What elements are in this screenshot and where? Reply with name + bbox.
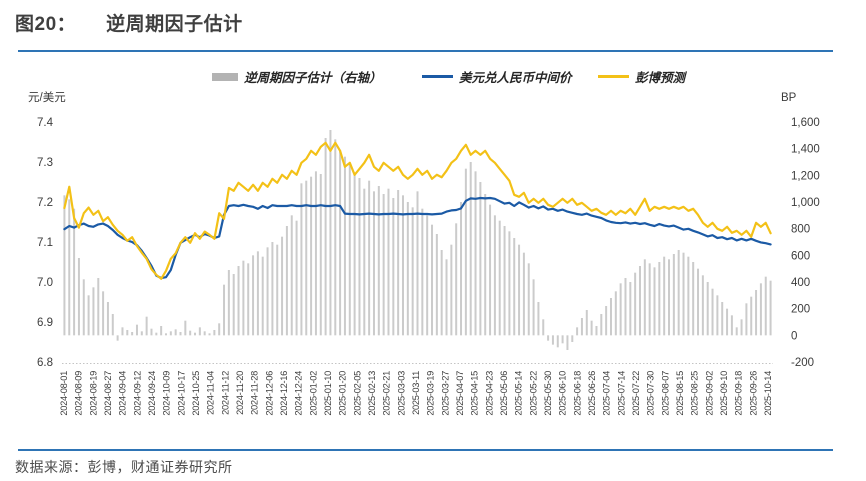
svg-text:2025-04-23: 2025-04-23 bbox=[484, 371, 494, 416]
svg-text:2025-01-20: 2025-01-20 bbox=[338, 371, 348, 416]
svg-text:2025-02-13: 2025-02-13 bbox=[367, 371, 377, 416]
svg-text:2025-06-10: 2025-06-10 bbox=[558, 371, 568, 416]
svg-text:2025-07-30: 2025-07-30 bbox=[646, 371, 656, 416]
svg-text:2025-05-22: 2025-05-22 bbox=[528, 371, 538, 416]
svg-text:2025-01-10: 2025-01-10 bbox=[323, 371, 333, 416]
svg-text:2024-11-12: 2024-11-12 bbox=[220, 371, 230, 415]
legend-label-bars: 逆周期因子估计（右轴） bbox=[244, 71, 382, 85]
figure-title-text: 逆周期因子估计 bbox=[106, 14, 243, 35]
svg-text:2024-10-25: 2024-10-25 bbox=[191, 371, 201, 416]
svg-text:400: 400 bbox=[791, 277, 810, 289]
svg-text:2025-04-07: 2025-04-07 bbox=[455, 371, 465, 416]
svg-text:2024-09-12: 2024-09-12 bbox=[132, 371, 142, 416]
svg-text:2025-03-11: 2025-03-11 bbox=[411, 371, 421, 415]
svg-text:7.4: 7.4 bbox=[37, 117, 54, 129]
svg-text:200: 200 bbox=[791, 304, 810, 316]
svg-text:-200: -200 bbox=[791, 357, 814, 369]
svg-text:2025-03-19: 2025-03-19 bbox=[426, 371, 436, 416]
right-axis-unit-label: BP bbox=[781, 92, 797, 104]
svg-text:7.0: 7.0 bbox=[37, 277, 53, 289]
svg-text:2024-08-09: 2024-08-09 bbox=[74, 371, 84, 416]
svg-text:2025-01-02: 2025-01-02 bbox=[308, 371, 318, 416]
svg-text:1,200: 1,200 bbox=[791, 170, 820, 182]
svg-text:2024-09-24: 2024-09-24 bbox=[147, 371, 157, 416]
svg-text:2024-10-17: 2024-10-17 bbox=[176, 371, 186, 416]
svg-text:2024-12-24: 2024-12-24 bbox=[294, 371, 304, 416]
yellow-line-swatch-icon bbox=[598, 75, 629, 78]
svg-text:2025-05-06: 2025-05-06 bbox=[499, 371, 509, 416]
svg-text:2025-02-21: 2025-02-21 bbox=[382, 371, 392, 416]
svg-text:2025-06-18: 2025-06-18 bbox=[572, 371, 582, 416]
countercyclical-factor-bars bbox=[63, 130, 772, 350]
svg-text:2025-08-15: 2025-08-15 bbox=[675, 371, 685, 416]
svg-text:2025-02-05: 2025-02-05 bbox=[352, 371, 362, 416]
svg-text:2025-09-26: 2025-09-26 bbox=[748, 371, 758, 416]
left-axis-ticks: 7.4 7.3 7.2 7.1 7.0 6.9 6.8 bbox=[37, 117, 54, 369]
svg-text:2024-12-06: 2024-12-06 bbox=[264, 371, 274, 416]
svg-text:7.3: 7.3 bbox=[37, 157, 53, 169]
svg-text:2024-08-27: 2024-08-27 bbox=[103, 371, 113, 416]
legend-label-parity: 美元兑人民币中间价 bbox=[459, 71, 572, 85]
svg-text:2024-10-09: 2024-10-09 bbox=[162, 371, 172, 416]
svg-text:6.9: 6.9 bbox=[37, 317, 53, 329]
bloomberg-forecast-line bbox=[63, 141, 772, 280]
figure-title: 图20： 逆周期因子估计 bbox=[15, 9, 243, 36]
svg-text:2025-09-02: 2025-09-02 bbox=[704, 371, 714, 416]
svg-text:7.2: 7.2 bbox=[37, 197, 53, 209]
svg-text:2025-05-30: 2025-05-30 bbox=[543, 371, 553, 416]
svg-text:2025-08-25: 2025-08-25 bbox=[690, 371, 700, 416]
svg-text:2025-09-18: 2025-09-18 bbox=[734, 371, 744, 416]
svg-text:2025-03-27: 2025-03-27 bbox=[440, 371, 450, 416]
svg-text:600: 600 bbox=[791, 250, 810, 262]
legend-label-forecast: 彭博预测 bbox=[635, 71, 686, 85]
svg-text:2024-11-04: 2024-11-04 bbox=[206, 371, 216, 415]
svg-text:2024-11-20: 2024-11-20 bbox=[235, 371, 245, 415]
right-axis-ticks: 1,600 1,400 1,200 1,000 800 600 400 200 0 -200 bbox=[791, 117, 820, 369]
svg-text:2025-03-03: 2025-03-03 bbox=[396, 371, 406, 416]
legend-item-parity: 美元兑人民币中间价 bbox=[422, 67, 572, 86]
footer-divider-line bbox=[18, 449, 833, 451]
svg-text:2025-09-10: 2025-09-10 bbox=[719, 371, 729, 416]
svg-text:6.8: 6.8 bbox=[37, 357, 53, 369]
svg-text:2024-11-28: 2024-11-28 bbox=[250, 371, 260, 415]
svg-text:2025-06-26: 2025-06-26 bbox=[587, 371, 597, 416]
svg-text:2025-07-04: 2025-07-04 bbox=[602, 371, 612, 416]
svg-text:7.1: 7.1 bbox=[37, 237, 53, 249]
svg-text:2025-08-07: 2025-08-07 bbox=[660, 371, 670, 416]
svg-text:1,400: 1,400 bbox=[791, 144, 820, 156]
svg-text:2025-07-22: 2025-07-22 bbox=[631, 371, 641, 416]
gray-bar-swatch-icon bbox=[212, 72, 238, 81]
svg-text:2025-05-14: 2025-05-14 bbox=[514, 371, 524, 416]
svg-text:0: 0 bbox=[791, 330, 797, 342]
data-source-note: 数据来源：彭博，财通证券研究所 bbox=[15, 459, 233, 475]
chart-legend: 逆周期因子估计（右轴） 美元兑人民币中间价 彭博预测 bbox=[0, 65, 866, 87]
figure-number: 图20： bbox=[15, 14, 77, 35]
left-axis-unit-label: 元/美元 bbox=[28, 90, 66, 104]
blue-line-swatch-icon bbox=[422, 75, 453, 78]
svg-text:2024-12-16: 2024-12-16 bbox=[279, 371, 289, 416]
svg-text:2025-04-15: 2025-04-15 bbox=[470, 371, 480, 416]
svg-text:2024-08-19: 2024-08-19 bbox=[88, 371, 98, 416]
legend-item-forecast: 彭博预测 bbox=[598, 67, 685, 86]
svg-text:800: 800 bbox=[791, 224, 810, 236]
x-axis-date-labels: 2024-08-01 2024-08-09 2024-08-19 2024-08-27… bbox=[59, 371, 773, 416]
svg-text:1,000: 1,000 bbox=[791, 197, 820, 209]
legend-item-bars: 逆周期因子估计（右轴） bbox=[212, 67, 382, 86]
svg-text:2024-09-04: 2024-09-04 bbox=[118, 371, 128, 416]
svg-text:2025-07-14: 2025-07-14 bbox=[616, 371, 626, 416]
svg-text:2024-08-01: 2024-08-01 bbox=[59, 371, 69, 416]
svg-text:1,600: 1,600 bbox=[791, 117, 820, 129]
svg-text:2025-10-14: 2025-10-14 bbox=[763, 371, 773, 416]
title-divider-line bbox=[18, 50, 833, 52]
